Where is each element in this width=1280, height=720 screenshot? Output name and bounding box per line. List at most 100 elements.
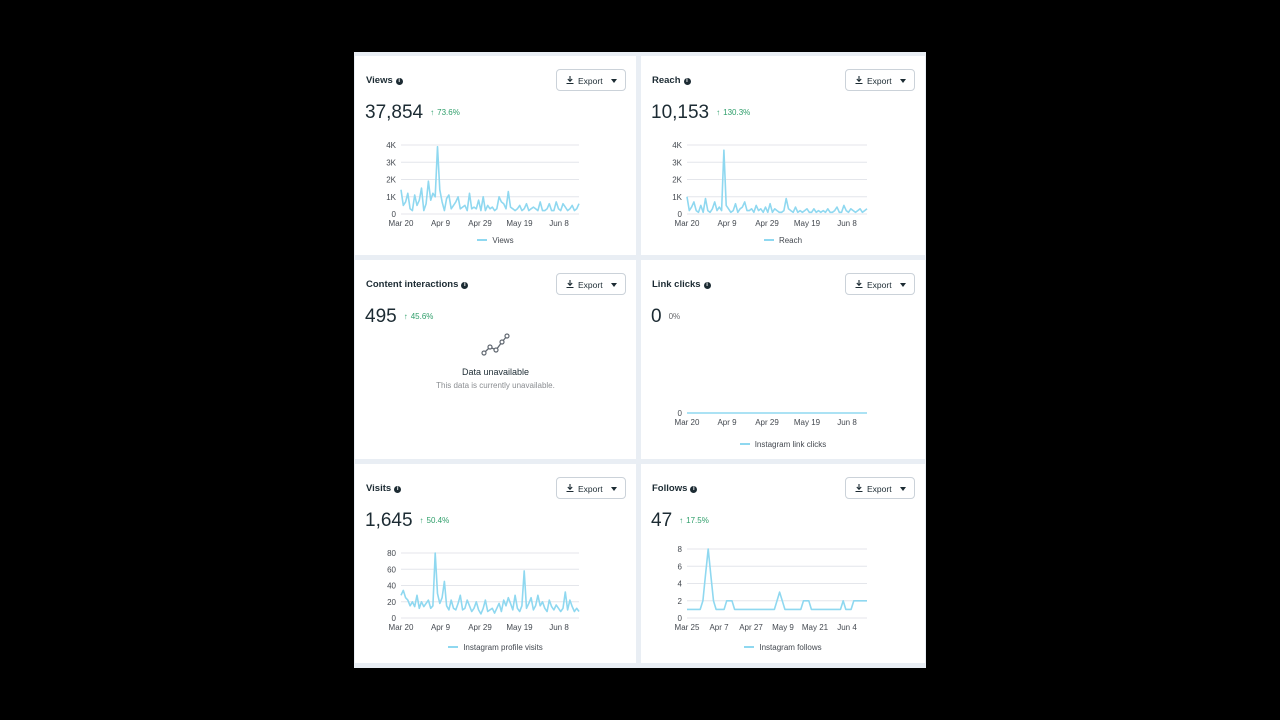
link-clicks-delta: 0% (668, 312, 681, 321)
follows-title: Follows i (652, 483, 698, 494)
reach-legend: Reach (641, 236, 925, 245)
info-icon[interactable]: i (394, 486, 402, 493)
x-tick-label: Mar 20 (389, 219, 414, 228)
arrow-up-icon: ↑ (679, 516, 684, 525)
views-export-button[interactable]: Export (556, 69, 626, 91)
x-tick-label: Apr 9 (717, 219, 737, 228)
chevron-down-icon (611, 487, 617, 491)
arrow-up-icon: ↑ (716, 108, 721, 117)
x-tick-label: Apr 9 (717, 418, 737, 427)
y-tick-label: 6 (678, 562, 683, 571)
y-tick-label: 80 (387, 549, 396, 558)
x-tick-label: Apr 7 (709, 623, 729, 632)
series-line (686, 149, 868, 214)
unavailable-text: This data is currently unavailable. (436, 381, 555, 390)
export-label: Export (578, 280, 603, 290)
download-icon (855, 280, 863, 289)
info-icon[interactable]: i (395, 78, 403, 85)
views-chart: 0 1K 2K 3K 4K Mar 20 Apr 9 Apr 29 May 19 Jun 8 (386, 141, 580, 228)
content-interactions-value: 495 ↑ 45.6% (365, 306, 434, 327)
y-tick-label: 3K (672, 158, 682, 167)
follows-card: Follows i Export 47 ↑ 17.5% 0 2 4 6 8 Mar 25 Apr … (641, 464, 925, 663)
reach-title: Reach i (652, 75, 691, 86)
x-tick-label: May 19 (794, 418, 821, 427)
y-tick-label: 1K (386, 193, 396, 202)
x-tick-label: May 19 (506, 219, 533, 228)
x-tick-label: Apr 29 (468, 623, 492, 632)
y-tick-label: 8 (678, 545, 683, 554)
legend-swatch (477, 239, 488, 241)
visits-legend: Instagram profile visits (355, 643, 636, 652)
y-tick-label: 0 (392, 210, 397, 219)
link-clicks-export-button[interactable]: Export (845, 273, 915, 295)
follows-value: 47 ↑ 17.5% (651, 510, 709, 531)
y-tick-label: 0 (678, 614, 683, 623)
download-icon (855, 76, 863, 85)
info-icon[interactable]: i (683, 78, 691, 85)
line-graph-icon (480, 333, 510, 356)
info-icon[interactable]: i (690, 486, 698, 493)
y-tick-label: 4 (678, 580, 683, 589)
chevron-down-icon (611, 283, 617, 287)
x-tick-label: Jun 8 (837, 418, 857, 427)
y-tick-label: 40 (387, 582, 396, 591)
insights-dashboard: Views i Export 37,854 ↑ 73.6% 0 1K 2K 3K 4K Mar … (354, 52, 926, 668)
content-interactions-export-button[interactable]: Export (556, 273, 626, 295)
x-tick-label: Jun 4 (837, 623, 857, 632)
x-tick-label: Apr 29 (755, 418, 779, 427)
legend-swatch (763, 239, 774, 241)
views-value: 37,854 ↑ 73.6% (365, 102, 460, 123)
y-tick-label: 4K (672, 141, 682, 150)
x-tick-label: Apr 9 (431, 219, 451, 228)
reach-export-button[interactable]: Export (845, 69, 915, 91)
views-title: Views i (366, 75, 403, 86)
x-tick-label: Mar 25 (675, 623, 700, 632)
visits-delta: ↑ 50.4% (419, 516, 450, 525)
legend-swatch (448, 646, 459, 648)
y-tick-label: 20 (387, 598, 396, 607)
legend-swatch (739, 443, 750, 445)
arrow-up-icon: ↑ (403, 312, 408, 321)
reach-chart: 0 1K 2K 3K 4K Mar 20 Apr 9 Apr 29 May 19 Jun 8 (672, 141, 868, 228)
follows-delta: ↑ 17.5% (679, 516, 709, 525)
content-interactions-title: Content interactions i (366, 279, 469, 290)
y-tick-label: 60 (387, 565, 396, 574)
export-label: Export (867, 76, 892, 86)
x-tick-label: Mar 20 (675, 418, 700, 427)
chevron-down-icon (900, 283, 906, 287)
visits-value: 1,645 ↑ 50.4% (365, 510, 450, 531)
visits-export-button[interactable]: Export (556, 477, 626, 499)
follows-chart: 0 2 4 6 8 Mar 25 Apr 7 Apr 27 May 9 May 21 Jun 4 (675, 545, 867, 632)
visits-title: Visits i (366, 483, 402, 494)
x-tick-label: May 19 (506, 623, 533, 632)
info-icon[interactable]: i (703, 282, 711, 289)
y-tick-label: 2K (672, 176, 682, 185)
y-tick-label: 3K (386, 158, 396, 167)
y-tick-label: 0 (678, 210, 683, 219)
x-tick-label: Apr 29 (468, 219, 492, 228)
follows-export-button[interactable]: Export (845, 477, 915, 499)
y-tick-label: 1K (672, 193, 682, 202)
export-label: Export (867, 280, 892, 290)
x-tick-label: Apr 27 (739, 623, 763, 632)
views-legend: Views (355, 236, 636, 245)
export-label: Export (578, 76, 603, 86)
content-interactions-delta: ↑ 45.6% (403, 312, 434, 321)
x-tick-label: May 9 (772, 623, 794, 632)
follows-legend: Instagram follows (641, 643, 925, 652)
info-icon[interactable]: i (461, 282, 469, 289)
x-tick-label: Jun 8 (837, 219, 857, 228)
export-label: Export (578, 484, 603, 494)
x-tick-label: Apr 9 (431, 623, 451, 632)
legend-swatch (744, 646, 755, 648)
x-tick-label: Mar 20 (675, 219, 700, 228)
x-tick-label: Jun 8 (549, 219, 569, 228)
link-clicks-title: Link clicks i (652, 279, 711, 290)
link-clicks-value: 0 0% (651, 306, 681, 327)
chevron-down-icon (900, 487, 906, 491)
chevron-down-icon (611, 79, 617, 83)
series-line (400, 145, 580, 212)
y-tick-label: 0 (678, 409, 683, 418)
series-line (400, 552, 580, 615)
